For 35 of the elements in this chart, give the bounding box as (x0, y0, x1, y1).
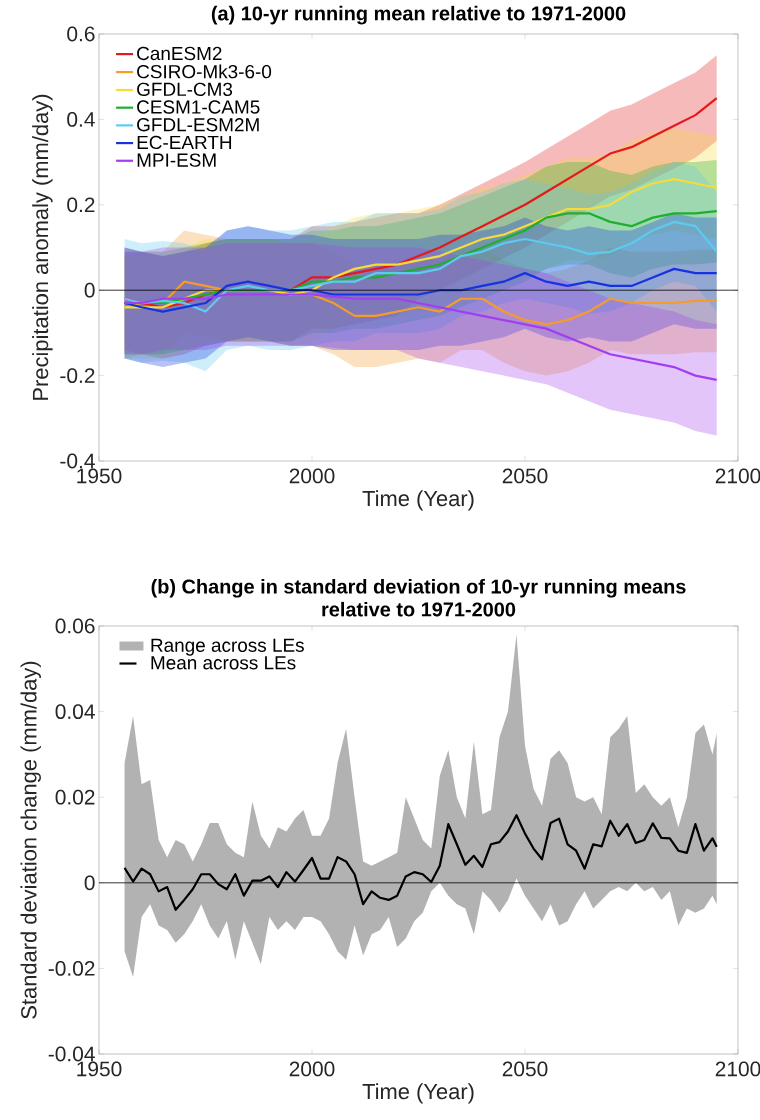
y-tick-label: -0.02 (48, 961, 95, 976)
y-tick-label: 0.04 (55, 704, 95, 720)
y-tick-label: 0.2 (67, 197, 95, 213)
y-axis-title: Precipitation anomaly (mm/day) (32, 94, 53, 400)
legend-label: MPI-ESM (137, 153, 216, 167)
chart-title: (a) 10-yr running mean relative to 1971-2000 (211, 5, 626, 25)
y-tick-label: 0.02 (55, 789, 95, 805)
chart-title: (b) Change in standard deviation of 10-yr running means relative to 1971-2000 (151, 578, 686, 617)
x-axis-title: Time (Year) (362, 1083, 474, 1104)
x-tick-label: 2100 (715, 1061, 760, 1077)
annotation: Range across LEs (151, 638, 304, 656)
y-tick-label: 0 (84, 282, 95, 298)
y-tick-label: -0.4 (60, 453, 95, 469)
legend-label: GFDL-ESM2M (137, 118, 259, 132)
legend-label: CESM1-CAM5 (137, 100, 260, 114)
y-tick-label: -0.2 (60, 368, 95, 384)
legend-label: GFDL-CM3 (137, 82, 233, 97)
x-tick-label: 1950 (77, 468, 122, 484)
legend-label: CSIRO-Mk3-6-0 (137, 64, 272, 79)
y-tick-label: 0 (84, 875, 95, 891)
x-tick-label: 2000 (289, 1061, 335, 1077)
legend-label: EC-EARTH (137, 135, 232, 150)
x-tick-label: 2050 (502, 468, 548, 484)
legend-label: CanESM2 (137, 46, 222, 61)
y-tick-label: -0.04 (48, 1046, 95, 1062)
legend-label: Mean across LEs (151, 656, 296, 670)
y-tick-label: 0.4 (67, 112, 95, 127)
y-tick-label: 0.06 (55, 618, 95, 634)
y-tick-label: 0.6 (67, 26, 95, 42)
x-tick-label: 2000 (289, 468, 335, 484)
x-tick-label: 2050 (502, 1061, 548, 1077)
x-tick-label: 2100 (715, 468, 760, 484)
x-axis-title: Time (Year) (362, 490, 474, 511)
x-tick-label: 1950 (77, 1061, 122, 1077)
y-axis-title: Standard deviation change (mm/day) (20, 661, 41, 1019)
